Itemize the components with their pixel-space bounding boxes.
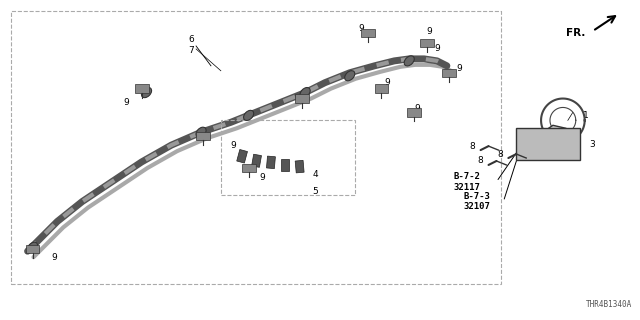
Bar	[407, 108, 421, 116]
Text: 8: 8	[470, 142, 476, 151]
Text: 9: 9	[456, 64, 461, 73]
Ellipse shape	[28, 242, 38, 252]
Bar	[242, 164, 255, 172]
Ellipse shape	[404, 56, 414, 66]
Text: 9: 9	[414, 104, 420, 113]
Bar	[374, 84, 388, 93]
Text: B-7-3
32107: B-7-3 32107	[464, 192, 491, 211]
Polygon shape	[528, 125, 568, 158]
Ellipse shape	[244, 110, 253, 120]
Bar	[442, 68, 456, 77]
Ellipse shape	[141, 88, 152, 98]
Text: 4: 4	[312, 170, 318, 180]
Bar	[26, 245, 40, 253]
Text: 9: 9	[230, 140, 236, 150]
Text: FR.: FR.	[566, 28, 586, 38]
Text: 7: 7	[188, 46, 194, 55]
Text: 9: 9	[434, 44, 440, 53]
Bar	[134, 84, 148, 93]
Text: 1: 1	[583, 111, 589, 120]
Bar	[266, 156, 275, 169]
Text: 9: 9	[426, 27, 432, 36]
Text: 3: 3	[589, 140, 595, 148]
Text: 9: 9	[260, 173, 266, 182]
Bar	[282, 159, 289, 171]
Ellipse shape	[196, 127, 206, 137]
Bar	[361, 29, 374, 37]
Bar	[196, 132, 210, 140]
Bar	[295, 160, 304, 173]
Bar	[420, 39, 434, 47]
Text: 9: 9	[385, 78, 390, 87]
Bar	[295, 94, 309, 103]
Text: 8: 8	[477, 156, 483, 165]
Ellipse shape	[300, 88, 310, 98]
Text: THR4B1340A: THR4B1340A	[586, 300, 632, 309]
Ellipse shape	[345, 71, 355, 81]
Text: 2: 2	[531, 144, 536, 153]
Bar	[252, 154, 262, 167]
Text: 9: 9	[124, 98, 129, 107]
Text: 6: 6	[188, 35, 194, 44]
Text: 9: 9	[359, 24, 365, 33]
Text: B-7-2
32117: B-7-2 32117	[454, 172, 481, 191]
Text: 5: 5	[312, 187, 318, 196]
Text: 9: 9	[51, 253, 57, 262]
FancyBboxPatch shape	[516, 128, 580, 160]
Text: 8: 8	[497, 149, 503, 158]
Bar	[237, 149, 248, 163]
